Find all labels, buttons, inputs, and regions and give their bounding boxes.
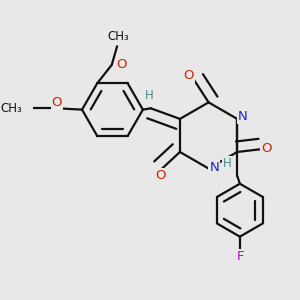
Text: N: N [209, 161, 219, 174]
Text: CH₃: CH₃ [107, 31, 129, 44]
Text: O: O [117, 58, 127, 71]
Text: N: N [238, 110, 248, 123]
Text: H: H [223, 157, 232, 170]
Text: CH₃: CH₃ [1, 102, 22, 115]
Text: O: O [261, 142, 272, 154]
Text: F: F [237, 250, 244, 263]
Text: O: O [183, 69, 194, 82]
Text: O: O [155, 169, 165, 182]
Text: O: O [52, 96, 62, 109]
Text: H: H [145, 88, 154, 102]
